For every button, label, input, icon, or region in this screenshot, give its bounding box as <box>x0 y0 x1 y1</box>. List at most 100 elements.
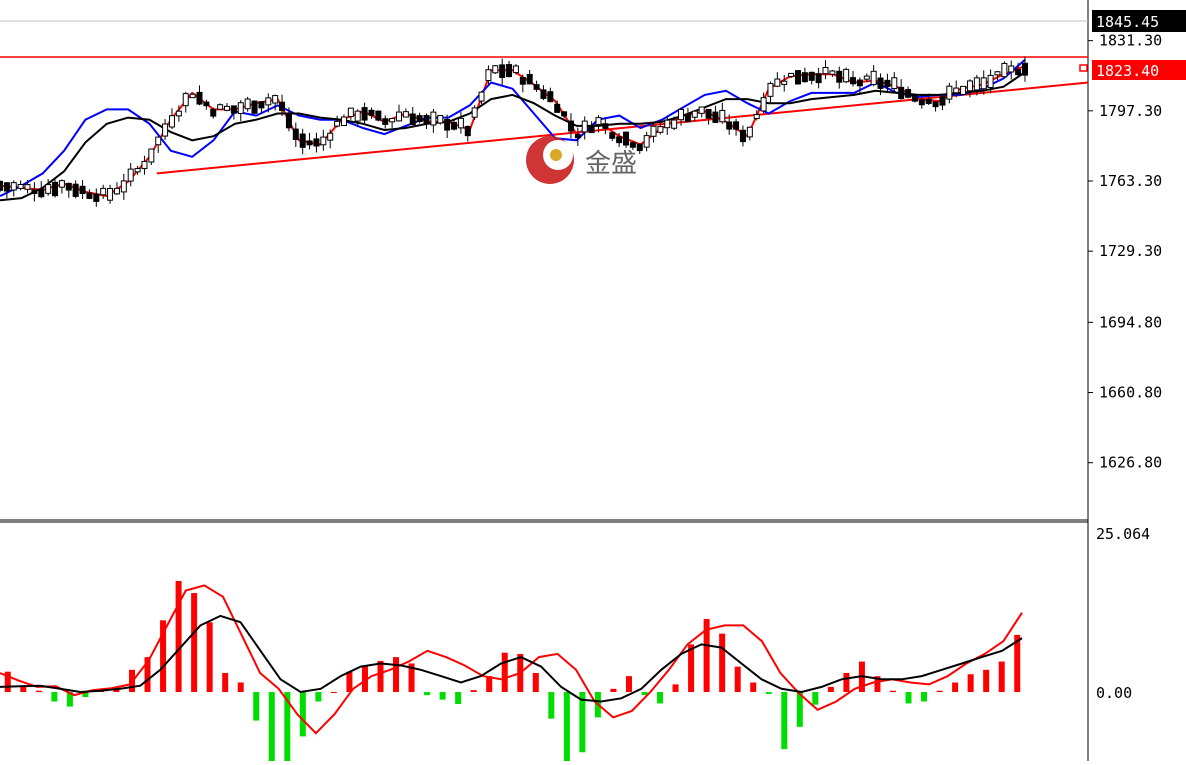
candle-up <box>168 115 175 128</box>
price-tick-label: 1660.80 <box>1099 384 1162 402</box>
support-trendline <box>156 81 1089 175</box>
candle-up <box>175 110 182 117</box>
candle <box>72 180 79 199</box>
candle-up <box>767 82 774 97</box>
candle-down <box>196 91 203 105</box>
candle <box>822 60 829 80</box>
macd-histogram-bar <box>532 672 539 692</box>
candle-down <box>210 108 217 117</box>
price-pane <box>0 56 1089 207</box>
candle <box>980 70 987 95</box>
candle-down <box>588 125 595 134</box>
macd-histogram-bar <box>812 692 819 705</box>
macd-histogram-bar <box>330 692 337 693</box>
macd-histogram-bar <box>905 692 912 704</box>
candle <box>58 179 65 194</box>
candle <box>519 74 526 93</box>
candle <box>1015 62 1022 76</box>
candle <box>609 131 616 141</box>
candle-up <box>1008 65 1015 73</box>
candle <box>203 99 210 110</box>
candle <box>354 109 361 128</box>
candle-down <box>72 183 79 197</box>
candle <box>581 116 588 140</box>
candle <box>182 91 189 113</box>
candle-up <box>45 184 52 194</box>
candle <box>602 118 609 135</box>
candle-up <box>946 85 953 100</box>
candle-down <box>65 182 72 191</box>
candle-down <box>733 121 740 130</box>
macd-histogram-bar <box>1014 634 1021 692</box>
candle <box>1001 61 1008 78</box>
candle-down <box>808 71 815 81</box>
candle <box>251 100 258 114</box>
candle-up <box>244 98 251 110</box>
candle-up <box>217 104 224 110</box>
candle-down <box>540 89 547 99</box>
candle <box>843 67 850 84</box>
candle <box>65 182 72 198</box>
candle-up <box>891 77 898 90</box>
candle <box>210 107 217 119</box>
candle <box>636 143 643 154</box>
candle <box>437 114 444 125</box>
ma-mid-line <box>0 59 1026 197</box>
candle <box>561 111 568 119</box>
candle <box>918 97 925 109</box>
candle <box>898 79 905 100</box>
candle <box>272 94 279 111</box>
candle <box>767 81 774 103</box>
candle-up <box>973 77 980 91</box>
candle-down <box>306 140 313 146</box>
macd-histogram-bar <box>765 692 772 694</box>
level-price-label: 1823.40 <box>1096 62 1159 80</box>
candle-down <box>519 76 526 85</box>
candle-up <box>698 106 705 114</box>
candle <box>678 107 685 126</box>
candle <box>829 69 836 77</box>
price-tick-label: 1694.80 <box>1099 313 1162 331</box>
macd-pane <box>0 580 1023 765</box>
candle <box>375 110 382 122</box>
candle <box>485 65 492 85</box>
candle <box>258 101 265 113</box>
candle-up <box>953 87 960 94</box>
candle-down <box>416 115 423 123</box>
macd-histogram-bar <box>952 682 959 692</box>
candle <box>512 63 519 75</box>
candle-down <box>636 143 643 152</box>
candle <box>815 67 822 89</box>
watermark-text: 金盛 <box>585 149 637 179</box>
candle-up <box>760 97 767 112</box>
candle <box>168 108 175 130</box>
candle-down <box>794 70 801 85</box>
candle <box>946 82 953 104</box>
candle-up <box>237 102 244 114</box>
candle-up <box>402 111 409 118</box>
candle <box>884 73 891 93</box>
candle-up <box>1001 62 1008 78</box>
macd-line-black <box>0 614 1023 703</box>
candle-down <box>918 99 925 106</box>
candle <box>499 58 506 86</box>
candle <box>86 189 93 200</box>
candle <box>774 72 781 88</box>
candle <box>567 113 574 139</box>
candle <box>224 103 231 112</box>
macd-tick-label: 0.00 <box>1096 684 1132 702</box>
level-line-handle[interactable] <box>1079 64 1088 72</box>
candle-down <box>285 114 292 129</box>
candle-up <box>24 184 31 190</box>
candle-up <box>492 65 499 74</box>
candle <box>595 115 602 133</box>
candle-up <box>437 115 444 124</box>
candle <box>107 184 114 204</box>
macd-histogram-bar <box>4 671 11 692</box>
level-price-badge <box>1092 60 1186 80</box>
candle <box>863 73 870 82</box>
macd-histogram-bar <box>284 692 291 765</box>
macd-histogram-bar <box>750 682 757 692</box>
candle-up <box>100 187 107 196</box>
